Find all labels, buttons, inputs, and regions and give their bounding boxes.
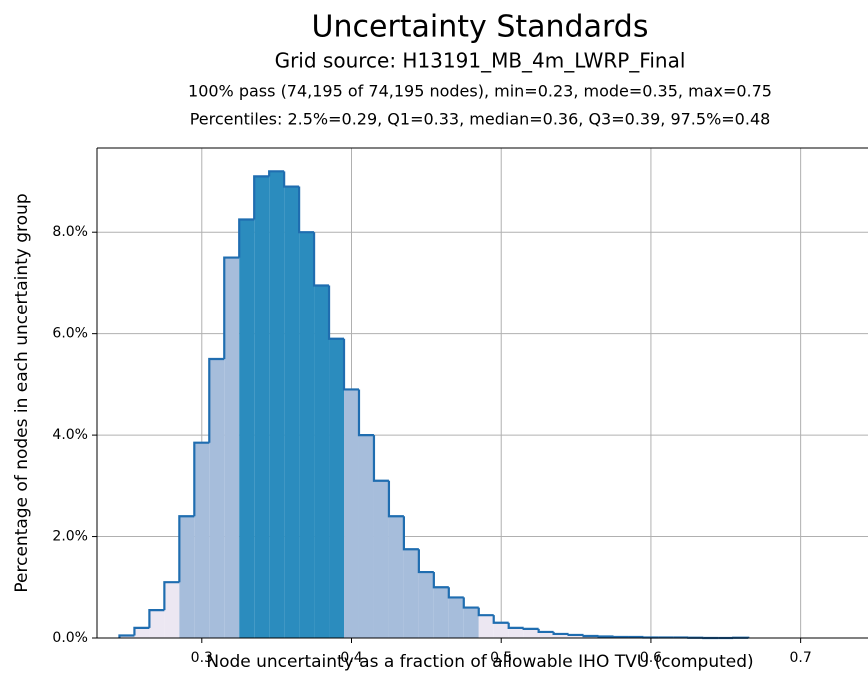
x-tick-label: 0.3 xyxy=(191,650,213,666)
bar xyxy=(164,582,180,638)
bar-outline xyxy=(118,634,135,638)
y-tick-label: 2.0% xyxy=(52,529,88,545)
bar xyxy=(373,480,389,638)
bar-outline xyxy=(327,285,345,340)
x-tick-label: 0.7 xyxy=(789,650,811,666)
bar xyxy=(269,171,285,639)
bar xyxy=(523,628,539,638)
y-tick-label: 4.0% xyxy=(52,427,88,443)
y-tick-label: 8.0% xyxy=(52,224,88,240)
x-tick-label: 0.4 xyxy=(340,650,362,666)
bar-outline xyxy=(357,389,374,437)
bar xyxy=(299,232,315,639)
bar xyxy=(284,186,300,638)
bar-outline xyxy=(178,515,195,583)
bar-outline xyxy=(612,635,629,639)
bar xyxy=(254,176,270,638)
bar xyxy=(403,549,419,638)
bar-outline xyxy=(477,607,494,617)
bar xyxy=(538,631,554,638)
y-tick-label: 6.0% xyxy=(52,326,88,342)
bar xyxy=(179,516,195,638)
annotation: Percentiles: 2.5%=0.29, Q1=0.33, median=… xyxy=(190,110,771,129)
bar-outline xyxy=(283,171,300,188)
bar-outline xyxy=(253,175,270,220)
bar-outline xyxy=(133,626,150,636)
bar-outline xyxy=(642,636,659,639)
bar-outline xyxy=(193,441,210,517)
bar xyxy=(553,633,569,638)
bar-outline xyxy=(507,622,524,629)
bar xyxy=(194,442,210,638)
bar xyxy=(478,615,494,638)
bar xyxy=(433,587,449,638)
bar-outline xyxy=(522,627,539,630)
bar-outline xyxy=(417,549,434,574)
bar-outline xyxy=(268,170,285,177)
bar-outline xyxy=(387,480,404,518)
y-axis-label: Percentage of nodes in each uncertainty … xyxy=(12,193,32,592)
bar xyxy=(493,622,509,638)
bar xyxy=(508,627,524,638)
bar xyxy=(418,572,434,638)
bar-outline xyxy=(312,232,330,287)
bar-outline xyxy=(298,186,315,234)
bar-outline xyxy=(402,516,419,551)
bar-outline xyxy=(223,256,240,360)
bar xyxy=(329,338,345,638)
bar xyxy=(358,435,374,638)
bar-outline xyxy=(238,218,255,258)
chart-subtitle: Grid source: H13191_MB_4m_LWRP_Final xyxy=(275,49,686,73)
bar xyxy=(209,359,225,638)
bar xyxy=(568,634,584,638)
bar-outline xyxy=(432,572,449,589)
bar-outline xyxy=(148,609,165,628)
bar-outline xyxy=(163,581,180,611)
annotation: 100% pass (74,195 of 74,195 nodes), min=… xyxy=(188,82,772,101)
bar-outline xyxy=(582,634,599,638)
bar xyxy=(463,607,479,638)
bar-outline xyxy=(537,628,554,634)
bar xyxy=(134,627,150,638)
bar xyxy=(448,597,464,638)
bar-outline xyxy=(567,633,584,637)
x-tick-label: 0.6 xyxy=(640,650,662,666)
x-tick-label: 0.5 xyxy=(490,650,512,666)
bar-outline xyxy=(447,587,464,599)
bar-outline xyxy=(552,631,569,636)
bar xyxy=(149,610,165,638)
bar xyxy=(344,389,359,638)
bar-outline xyxy=(342,338,359,391)
bar-outline xyxy=(208,357,225,443)
bar-outline xyxy=(372,435,389,482)
y-tick-label: 0.0% xyxy=(52,630,88,646)
bar-outline xyxy=(492,615,509,624)
bar xyxy=(239,219,255,639)
bar-outline xyxy=(462,597,479,609)
bar-outline xyxy=(597,635,614,638)
bar xyxy=(224,257,240,638)
bar xyxy=(119,635,135,638)
chart-title: Uncertainty Standards xyxy=(312,10,649,45)
bar xyxy=(388,516,404,638)
x-axis-label: Node uncertainty as a fraction of allowa… xyxy=(206,652,753,672)
bar xyxy=(314,285,330,638)
